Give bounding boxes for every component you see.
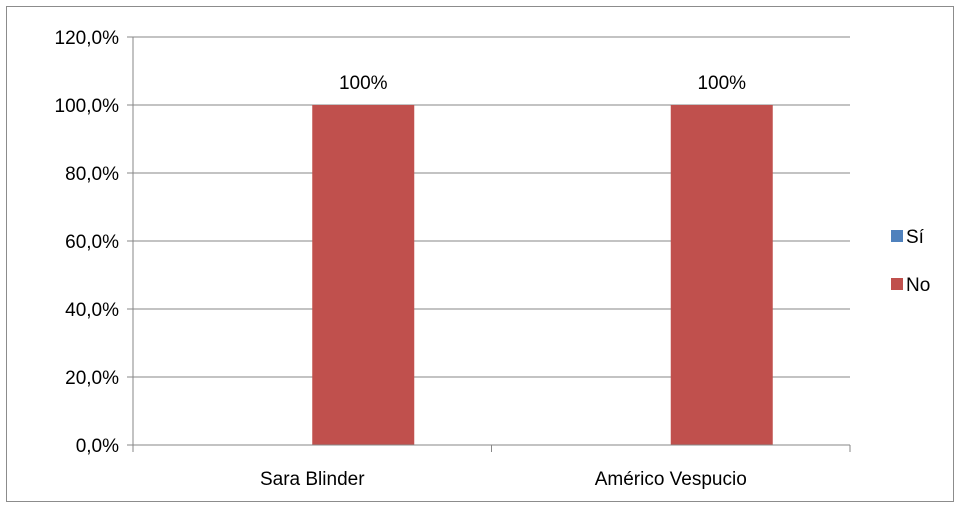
data-label: 100%	[697, 73, 746, 94]
x-tick-label: Sara Blinder	[260, 469, 365, 490]
bar-no-2	[670, 105, 773, 445]
y-tick-label: 40,0%	[65, 300, 119, 321]
x-axis-tick-labels: Sara Blinder Américo Vespucio	[260, 469, 747, 490]
x-tick-label: Américo Vespucio	[595, 469, 747, 490]
legend-swatch	[891, 278, 903, 290]
bar-no-1	[312, 105, 415, 445]
y-tick-label: 120,0%	[55, 28, 120, 49]
y-tick-label: 60,0%	[65, 232, 119, 253]
legend-swatch	[891, 230, 903, 242]
legend-label: No	[906, 275, 930, 296]
bars	[312, 105, 773, 445]
axes	[127, 36, 851, 452]
y-tick-label: 20,0%	[65, 368, 119, 389]
y-tick-label: 100,0%	[55, 96, 120, 117]
y-axis-tick-labels: 0,0% 20,0% 40,0% 60,0% 80,0% 100,0% 120,0%	[55, 28, 120, 457]
y-tick-label: 0,0%	[76, 436, 119, 457]
chart-frame	[6, 6, 954, 502]
legend-label: Sí	[906, 227, 925, 248]
data-labels: 100% 100%	[339, 73, 746, 94]
legend: Sí No	[891, 227, 930, 296]
data-label: 100%	[339, 73, 388, 94]
y-tick-label: 80,0%	[65, 164, 119, 185]
